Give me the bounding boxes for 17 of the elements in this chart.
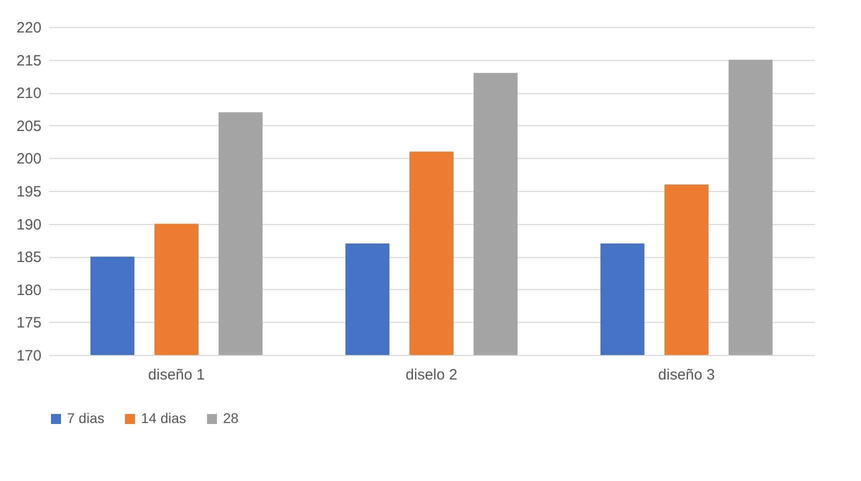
y-tick-label: 210	[16, 85, 42, 102]
y-tick-label: 180	[16, 282, 42, 299]
y-tick-label: 205	[16, 118, 42, 135]
y-tick-label: 175	[16, 314, 42, 332]
legend-label: 28	[223, 410, 239, 426]
x-tick-label: diselo 2	[406, 366, 458, 384]
y-tick-label: 190	[16, 216, 42, 234]
y-tick-label: 215	[16, 52, 42, 70]
y-tick-label: 200	[16, 150, 42, 168]
x-tick-label: diseño 3	[658, 366, 715, 384]
legend-label: 14 dias	[141, 410, 186, 426]
y-tick-label: 195	[16, 184, 42, 200]
y-tick-label: 185	[16, 249, 42, 266]
legend-label: 7 dias	[67, 410, 104, 426]
y-tick-label: 170	[16, 348, 42, 364]
y-tick-label: 220	[16, 20, 42, 36]
x-tick-label: diseño 1	[148, 366, 205, 384]
